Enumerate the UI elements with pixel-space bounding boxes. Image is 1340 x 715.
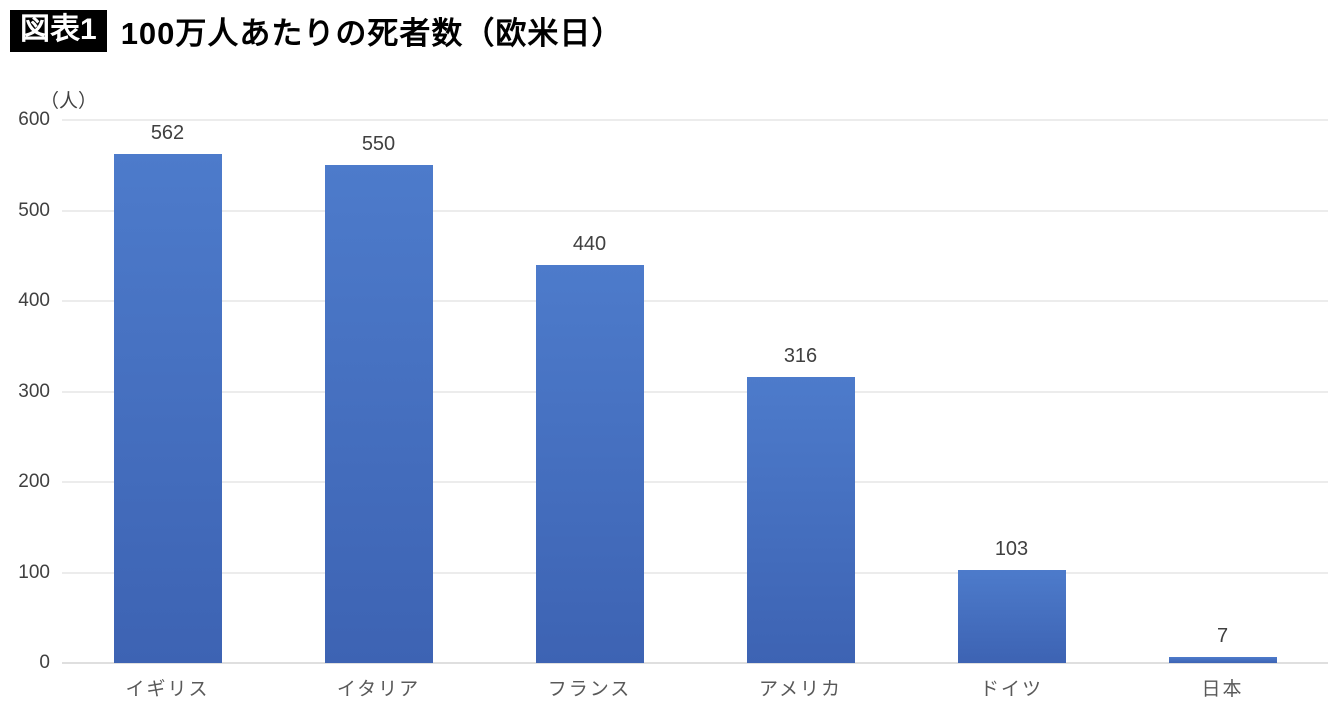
chart-title: 100万人あたりの死者数（欧米日） — [120, 16, 624, 51]
gridline-400 — [62, 300, 1328, 302]
gridline-0 — [62, 662, 1328, 664]
x-axis-label: イギリス — [125, 679, 210, 700]
bar-日本 — [1168, 656, 1277, 663]
bar-ドイツ — [957, 569, 1066, 663]
bar-column: 7 — [1117, 120, 1328, 663]
gridline-100 — [62, 572, 1328, 573]
y-axis-unit-label: （人） — [40, 91, 98, 112]
gridline-300 — [62, 391, 1328, 392]
y-tick-label-100: 100 — [18, 561, 50, 583]
y-tick-label-300: 300 — [18, 380, 50, 402]
bar-イギリス — [113, 154, 222, 663]
bar-value-label: 103 — [994, 537, 1029, 560]
chart-header: 図表1 100万人あたりの死者数（欧米日） — [10, 8, 623, 53]
gridline-600 — [62, 119, 1328, 121]
x-axis-labels: イギリス イタリア フランス アメリカ ドイツ 日本 — [62, 674, 1328, 701]
y-axis-tick-labels: 0 100 200 300 400 500 600 — [0, 109, 50, 673]
bars-container: 562 550 440 316 103 7 — [62, 120, 1328, 663]
y-tick-label-600: 600 — [18, 109, 50, 130]
bar-value-label: 562 — [150, 122, 185, 145]
x-axis-label: イタリア — [336, 679, 421, 700]
gridline-200 — [62, 481, 1328, 483]
y-tick-label-400: 400 — [18, 290, 50, 311]
bar-value-label: 550 — [361, 133, 396, 156]
y-tick-label-500: 500 — [18, 199, 50, 221]
x-axis-label: 日本 — [1201, 679, 1244, 700]
bar-column: 550 — [273, 120, 484, 663]
bar-フランス — [535, 264, 644, 663]
x-axis-label: ドイツ — [979, 679, 1043, 700]
bar-アメリカ — [746, 377, 855, 663]
bar-column: 440 — [484, 120, 695, 663]
gridline-500 — [62, 210, 1328, 211]
bar-イタリア — [324, 165, 433, 663]
bar-column: 103 — [906, 120, 1117, 663]
x-axis-label: フランス — [547, 679, 632, 700]
gridlines — [62, 119, 1328, 664]
figure-badge: 図表1 — [10, 9, 107, 52]
bar-value-label: 316 — [783, 345, 818, 368]
y-tick-label-200: 200 — [18, 471, 50, 492]
bar-column: 316 — [695, 120, 906, 663]
x-axis-label: アメリカ — [758, 679, 843, 700]
plot-area: 562 550 440 316 103 7 — [62, 119, 1328, 664]
y-tick-label-0: 0 — [39, 652, 50, 673]
bar-value-label: 7 — [1216, 624, 1229, 647]
bar-column: 562 — [62, 120, 273, 663]
bar-value-label: 440 — [572, 232, 607, 255]
